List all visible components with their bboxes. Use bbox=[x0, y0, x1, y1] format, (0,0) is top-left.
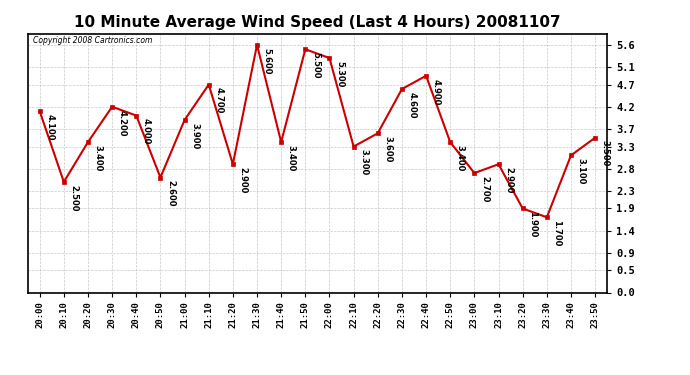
Text: 4.200: 4.200 bbox=[118, 110, 127, 136]
Text: 4.100: 4.100 bbox=[46, 114, 55, 140]
Text: 5.300: 5.300 bbox=[335, 61, 344, 87]
Text: 10 Minute Average Wind Speed (Last 4 Hours) 20081107: 10 Minute Average Wind Speed (Last 4 Hou… bbox=[74, 15, 561, 30]
Text: 5.600: 5.600 bbox=[263, 48, 272, 74]
Text: 3.400: 3.400 bbox=[94, 145, 103, 171]
Text: 2.700: 2.700 bbox=[480, 176, 489, 202]
Text: 3.400: 3.400 bbox=[456, 145, 465, 171]
Text: 4.600: 4.600 bbox=[408, 92, 417, 118]
Text: 5.500: 5.500 bbox=[311, 52, 320, 78]
Text: 3.600: 3.600 bbox=[384, 136, 393, 162]
Text: 3.900: 3.900 bbox=[190, 123, 199, 149]
Text: 3.300: 3.300 bbox=[359, 149, 368, 176]
Text: 1.900: 1.900 bbox=[529, 211, 538, 238]
Text: 2.900: 2.900 bbox=[239, 167, 248, 194]
Text: 4.700: 4.700 bbox=[215, 87, 224, 114]
Text: 3.400: 3.400 bbox=[287, 145, 296, 171]
Text: 2.500: 2.500 bbox=[70, 185, 79, 211]
Text: 2.600: 2.600 bbox=[166, 180, 175, 207]
Text: 2.900: 2.900 bbox=[504, 167, 513, 194]
Text: 1.700: 1.700 bbox=[553, 220, 562, 246]
Text: 3.100: 3.100 bbox=[577, 158, 586, 184]
Text: 3.500: 3.500 bbox=[601, 141, 610, 167]
Text: 4.000: 4.000 bbox=[142, 118, 151, 145]
Text: Copyright 2008 Cartronics.com: Copyright 2008 Cartronics.com bbox=[33, 36, 152, 45]
Text: 4.900: 4.900 bbox=[432, 78, 441, 105]
